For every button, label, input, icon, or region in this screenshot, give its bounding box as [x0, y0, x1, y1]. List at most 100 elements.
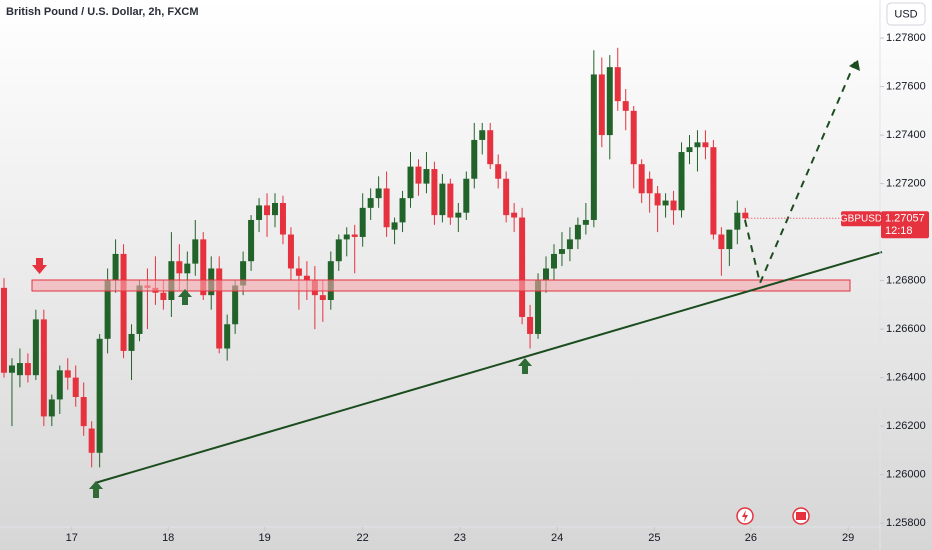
candle-body: [535, 280, 542, 334]
candle-body: [718, 234, 725, 250]
candle-body: [248, 219, 255, 262]
candle-body: [686, 147, 693, 153]
candle-body: [527, 316, 534, 334]
candle-body: [519, 217, 526, 317]
news-icon-glyph: [796, 512, 806, 520]
candle-body: [439, 183, 446, 216]
currency-button[interactable]: [886, 2, 926, 26]
candle-body: [558, 249, 565, 254]
candle-body: [431, 169, 438, 216]
candle-body: [16, 363, 23, 376]
y-tick-label: 1.27800: [886, 32, 926, 44]
candle-body: [200, 239, 207, 296]
symbol-tag-label: GBPUSD: [840, 213, 882, 224]
y-tick-label: 1.26800: [886, 275, 926, 287]
candle-body: [232, 285, 239, 325]
candle-body: [678, 152, 685, 211]
candle-body: [272, 202, 278, 216]
symbol-tag: [841, 211, 881, 227]
up-arrow: [518, 358, 532, 374]
candle-body: [136, 285, 143, 334]
y-tick-label: 1.27400: [886, 129, 926, 141]
up-arrow: [89, 481, 103, 498]
candle-body: [543, 268, 550, 281]
y-tick-label: 1.26000: [886, 469, 926, 481]
candle-body: [566, 239, 573, 250]
candle-body: [479, 130, 486, 140]
y-tick-label: 1.25800: [886, 517, 926, 529]
x-tick-label: 25: [648, 532, 660, 544]
candle-body: [550, 253, 557, 269]
candle-body: [287, 234, 294, 269]
currency-label[interactable]: USD: [894, 8, 917, 20]
candle-body: [598, 74, 605, 136]
candle-body: [56, 370, 63, 400]
candle-body: [670, 200, 677, 211]
y-tick-label: 1.26200: [886, 420, 926, 432]
x-tick-label: 18: [162, 532, 174, 544]
candle-body: [415, 166, 422, 184]
y-tick-label: 1.27600: [886, 80, 926, 92]
candle-body: [638, 164, 645, 194]
candle-body: [351, 234, 358, 237]
candle-body: [423, 169, 430, 184]
y-tick-label: 1.26600: [886, 323, 926, 335]
candle-body: [383, 188, 390, 228]
projection-arrowhead: [849, 60, 860, 71]
y-tick-label: 1.26400: [886, 372, 926, 384]
candle-body: [582, 219, 589, 225]
candle-body: [24, 363, 31, 376]
x-tick-label: 22: [357, 532, 369, 544]
candle-body: [375, 188, 382, 199]
candle-body: [88, 428, 95, 453]
candle-body: [96, 338, 103, 453]
projection-path: [744, 61, 856, 287]
candle-body: [8, 365, 15, 373]
x-tick-label: 24: [551, 532, 563, 544]
candle-body: [463, 178, 470, 213]
candle-body: [319, 295, 326, 300]
candle-body: [726, 229, 733, 250]
candle-body: [176, 261, 183, 274]
candle-body: [495, 164, 502, 179]
countdown-label: 12:18: [885, 225, 913, 237]
x-tick-label: 26: [745, 532, 757, 544]
trend-line: [94, 251, 883, 484]
candle-body: [734, 212, 741, 230]
candle-body: [590, 74, 597, 220]
down-arrow: [32, 258, 47, 274]
candle-body: [0, 287, 7, 373]
candle-body: [80, 397, 87, 427]
candle-body: [240, 261, 247, 286]
support-zone: [31, 279, 851, 292]
candle-body: [646, 178, 653, 194]
candle-body: [32, 319, 39, 376]
candle-body: [391, 222, 398, 230]
candle-body: [40, 319, 47, 417]
candle-body: [224, 324, 231, 349]
chart-title: British Pound / U.S. Dollar, 2h, FXCM: [6, 6, 199, 18]
candle-body: [511, 212, 518, 218]
candle-body: [216, 268, 223, 349]
candle-body: [335, 239, 342, 262]
candle-body: [471, 139, 478, 179]
candle-body: [264, 205, 271, 216]
candle-body: [367, 198, 374, 208]
x-tick-label: 29: [842, 532, 854, 544]
candle-body: [606, 67, 613, 136]
x-tick-label: 23: [454, 532, 466, 544]
candle-body: [503, 178, 510, 216]
candle-body: [192, 239, 199, 264]
candle-body: [128, 333, 135, 351]
candle-body: [295, 268, 302, 276]
x-tick-label: 19: [259, 532, 271, 544]
candle-body: [407, 166, 414, 199]
candle-body: [455, 212, 462, 218]
candle-body: [447, 183, 454, 218]
up-arrow: [178, 289, 192, 305]
candle-body: [279, 202, 286, 235]
candle-body: [72, 377, 79, 398]
price-tag: [881, 211, 929, 239]
